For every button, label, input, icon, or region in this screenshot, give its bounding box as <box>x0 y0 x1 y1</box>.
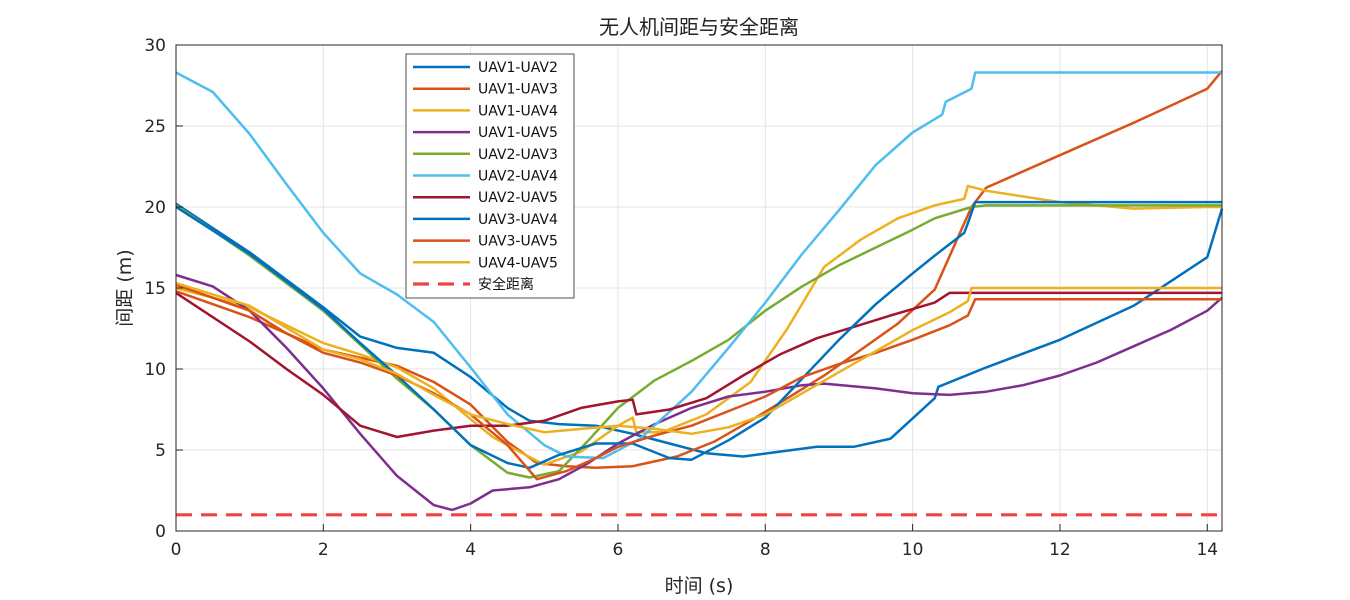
x-tick-label: 14 <box>1196 540 1218 560</box>
legend-label: UAV1-UAV5 <box>478 125 558 141</box>
legend-label: UAV3-UAV4 <box>478 212 558 228</box>
x-tick-label: 0 <box>171 540 182 560</box>
legend-label: UAV4-UAV5 <box>478 255 558 271</box>
x-tick-label: 12 <box>1049 540 1071 560</box>
series-line-UAV1-UAV2 <box>175 202 1224 458</box>
y-tick-label: 5 <box>155 441 166 461</box>
x-tick-label: 4 <box>465 540 476 560</box>
x-tick-label: 10 <box>902 540 924 560</box>
x-tick-label: 2 <box>318 540 329 560</box>
legend-label: UAV1-UAV3 <box>478 82 558 98</box>
legend-label: 安全距离 <box>478 276 534 293</box>
legend-label: UAV2-UAV4 <box>478 169 558 185</box>
x-tick-label: 6 <box>613 540 624 560</box>
data-lines <box>175 70 1224 517</box>
series-line-UAV3-UAV5 <box>175 283 1222 481</box>
y-tick-label: 25 <box>144 117 166 137</box>
series-line-UAV1-UAV5 <box>175 273 1223 512</box>
chart-title: 无人机间距与安全距离 <box>599 15 799 39</box>
y-tick-label: 0 <box>155 522 166 542</box>
x-axis-label: 时间 (s) <box>665 575 734 597</box>
legend-label: UAV3-UAV5 <box>478 234 558 250</box>
legend[interactable]: UAV1-UAV2 UAV1-UAV3 UAV1-UAV4 UAV1-UAV5 UAV2… <box>405 53 575 299</box>
legend-label: UAV1-UAV4 <box>478 103 558 119</box>
series-line-UAV3-UAV4 <box>175 200 1222 470</box>
y-tick-label: 10 <box>144 360 166 380</box>
x-tick-label: 8 <box>760 540 771 560</box>
legend-label: UAV2-UAV5 <box>478 190 558 206</box>
y-axis-label: 间距 (m) <box>114 249 136 326</box>
series-line-UAV2-UAV5 <box>175 291 1222 439</box>
series-line-UAV4-UAV5 <box>175 281 1222 436</box>
series-line-UAV2-UAV4 <box>175 71 1222 460</box>
legend-label: UAV2-UAV3 <box>478 147 558 163</box>
series-line-UAV2-UAV3 <box>175 204 1222 479</box>
y-tick-label: 30 <box>144 36 166 56</box>
y-tick-label: 20 <box>144 198 166 218</box>
y-tick-label: 15 <box>144 279 166 299</box>
ticks: 0 2 4 6 8 10 12 14 0 5 10 15 20 25 30 <box>144 36 1218 560</box>
legend-label: UAV1-UAV2 <box>478 60 558 76</box>
